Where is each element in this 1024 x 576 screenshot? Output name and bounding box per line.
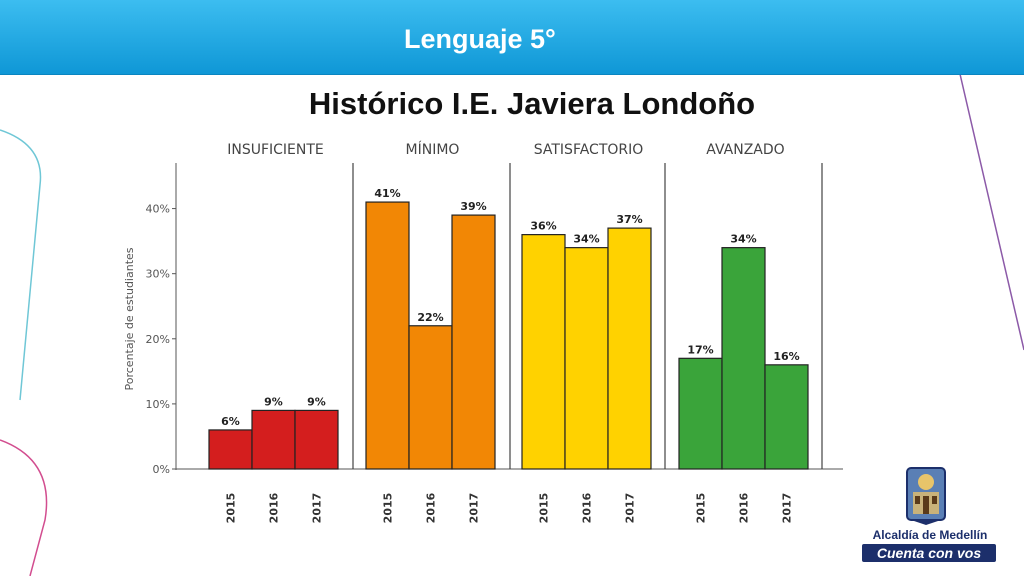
- data-label: 36%: [530, 220, 556, 233]
- x-tick-label: 2015: [695, 493, 708, 524]
- page-title: Histórico I.E. Javiera Londoño: [308, 86, 756, 121]
- x-tick-label: 2017: [624, 493, 637, 524]
- bar-avanzado-2015: [678, 357, 723, 470]
- bar-avanzado-2016: [721, 247, 766, 470]
- bar-satisfactorio-2017: [607, 227, 652, 470]
- bar-satisfactorio-2016: [564, 247, 609, 470]
- bar-insuficiente-2016: [251, 409, 296, 470]
- data-label: 22%: [417, 311, 443, 324]
- x-tick-label: 2016: [738, 492, 751, 523]
- coat-of-arms-icon: [906, 467, 946, 525]
- y-tick-label: 10%: [146, 398, 170, 411]
- x-tick-label: 2015: [382, 493, 395, 524]
- data-label: 41%: [374, 187, 400, 200]
- data-label: 16%: [773, 350, 799, 363]
- data-label: 34%: [730, 233, 756, 246]
- data-label: 39%: [460, 200, 486, 213]
- header-bar: Lenguaje 5°: [0, 0, 1024, 75]
- bar-mínimo-2017: [451, 214, 496, 470]
- x-tick-label: 2016: [581, 492, 594, 523]
- x-tick-label: 2016: [268, 492, 281, 523]
- y-tick-label: 20%: [146, 333, 170, 346]
- data-label: 37%: [616, 213, 642, 226]
- x-tick-label: 2017: [781, 493, 794, 524]
- x-tick-label: 2017: [311, 493, 324, 524]
- y-tick-label: 40%: [146, 203, 170, 216]
- group-label: SATISFACTORIO: [534, 142, 644, 158]
- data-label: 34%: [573, 233, 599, 246]
- x-tick-label: 2017: [468, 493, 481, 524]
- group-label: MÍNIMO: [406, 141, 460, 158]
- x-tick-label: 2016: [425, 492, 438, 523]
- logo-text-alcaldia: Alcaldía de Medellín: [872, 528, 988, 542]
- bar-mínimo-2015: [365, 201, 410, 470]
- bar-mínimo-2016: [408, 325, 453, 470]
- group-label: INSUFICIENTE: [227, 142, 324, 158]
- x-tick-label: 2015: [538, 493, 551, 524]
- bar-insuficiente-2015: [208, 429, 253, 470]
- x-tick-label: 2015: [225, 493, 238, 524]
- data-label: 9%: [264, 395, 283, 408]
- group-label: AVANZADO: [706, 142, 784, 158]
- logo-text-slogan: Cuenta con vos: [862, 544, 996, 562]
- y-axis-title: Porcentaje de estudiantes: [123, 247, 136, 390]
- header-title: Lenguaje 5°: [404, 24, 556, 54]
- bar-avanzado-2017: [764, 364, 809, 470]
- y-tick-label: 0%: [153, 463, 170, 476]
- data-label: 9%: [307, 395, 326, 408]
- bar-satisfactorio-2015: [521, 234, 566, 470]
- data-label: 17%: [687, 343, 713, 356]
- bar-insuficiente-2017: [294, 409, 339, 470]
- alcaldia-logo: Alcaldía de Medellín Cuenta con vos: [855, 466, 1005, 566]
- data-label: 6%: [221, 415, 240, 428]
- y-tick-label: 30%: [146, 268, 170, 281]
